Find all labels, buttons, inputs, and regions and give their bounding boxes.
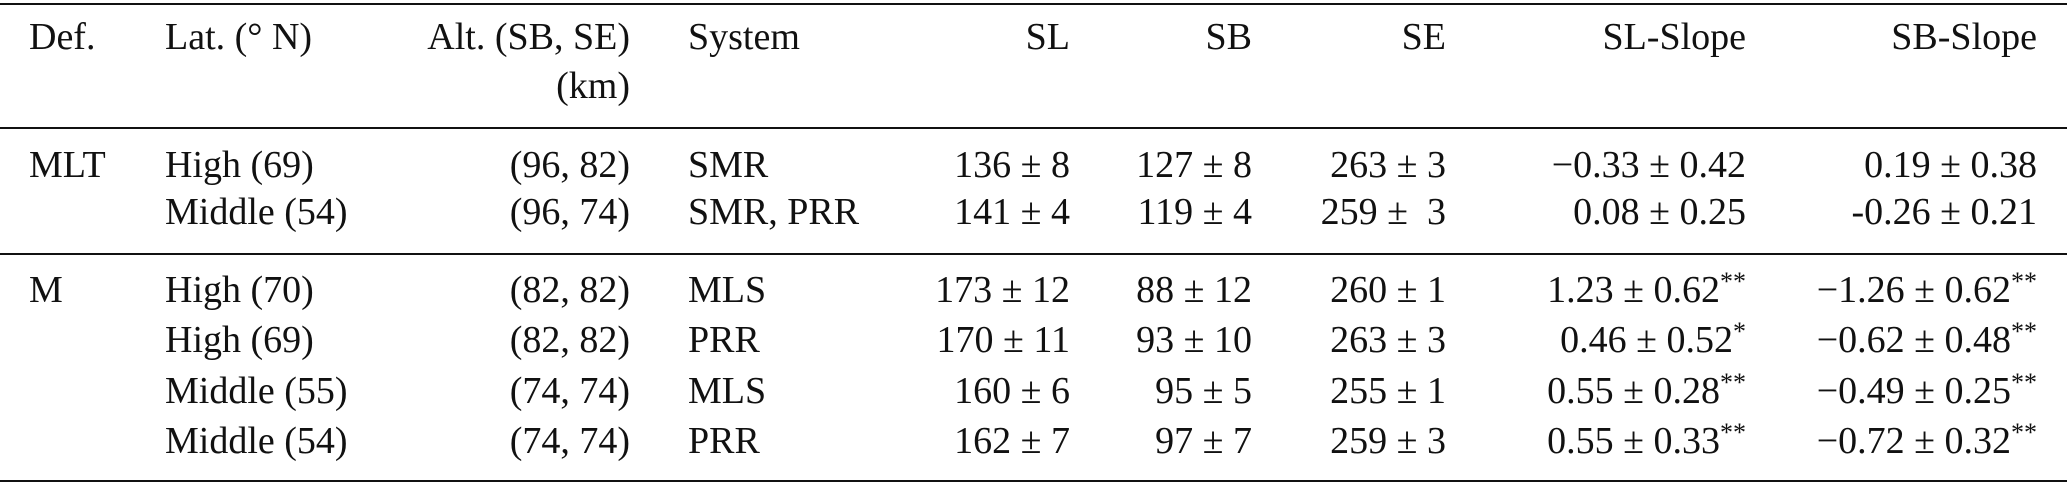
- group-label: MLT: [29, 144, 106, 186]
- cell: High (69): [165, 319, 314, 362]
- cell: (96, 82): [509, 144, 630, 186]
- cell: Middle (55): [165, 369, 348, 412]
- column-header: SL: [1025, 16, 1070, 58]
- group-rule: [0, 253, 2067, 255]
- bottom-rule: [0, 480, 2067, 482]
- cell: 259 ± 3: [1320, 191, 1446, 233]
- cell: −0.62 ± 0.48**: [1816, 319, 2037, 362]
- cell: PRR: [688, 419, 760, 462]
- significance: **: [2011, 367, 2037, 397]
- cell: 95 ± 5: [1155, 369, 1252, 412]
- cell-value: −0.72 ± 0.32: [1816, 419, 2011, 462]
- cell: −0.33 ± 0.42: [1551, 144, 1746, 186]
- cell-value: −0.49 ± 0.25: [1816, 369, 2011, 412]
- cell: 88 ± 12: [1136, 269, 1252, 311]
- cell: 141 ± 4: [954, 191, 1070, 233]
- significance: *: [1733, 317, 1746, 347]
- group-label: M: [29, 269, 63, 311]
- cell: 260 ± 1: [1330, 269, 1446, 311]
- column-header: Alt. (SB, SE): [427, 16, 630, 58]
- cell-value: −0.62 ± 0.48: [1816, 319, 2011, 362]
- cell: 1.23 ± 0.62**: [1547, 269, 1746, 311]
- cell: 255 ± 1: [1330, 369, 1446, 412]
- header-rule: [0, 127, 2067, 129]
- cell: 259 ± 3: [1330, 419, 1446, 462]
- significance: **: [1720, 367, 1746, 397]
- significance: **: [1720, 417, 1746, 447]
- cell: Middle (54): [165, 419, 348, 462]
- cell: (74, 74): [509, 419, 630, 462]
- cell-value: 0.55 ± 0.28: [1547, 369, 1720, 412]
- cell: −1.26 ± 0.62**: [1816, 269, 2037, 311]
- cell: 0.55 ± 0.28**: [1547, 369, 1746, 412]
- cell: MLS: [688, 269, 767, 311]
- column-header: SB: [1205, 16, 1252, 58]
- cell: 263 ± 3: [1330, 319, 1446, 362]
- cell: −0.72 ± 0.32**: [1816, 419, 2037, 462]
- column-header: Lat. (° N): [165, 16, 313, 58]
- cell: −0.49 ± 0.25**: [1816, 369, 2037, 412]
- cell: -0.26 ± 0.21: [1851, 191, 2037, 233]
- column-unit: (km): [556, 65, 630, 107]
- cell: High (69): [165, 144, 314, 186]
- significance: **: [2011, 267, 2037, 296]
- cell: 93 ± 10: [1136, 319, 1252, 362]
- cell: 263 ± 3: [1330, 144, 1446, 186]
- cell: 127 ± 8: [1136, 144, 1252, 186]
- cell: (74, 74): [509, 369, 630, 412]
- cell: SMR, PRR: [688, 191, 860, 233]
- cell: SMR: [688, 144, 769, 186]
- cell-value: 1.23 ± 0.62: [1547, 269, 1720, 311]
- cell: 162 ± 7: [954, 419, 1070, 462]
- cell: 97 ± 7: [1155, 419, 1252, 462]
- cell: MLS: [688, 369, 767, 412]
- cell: 160 ± 6: [954, 369, 1070, 412]
- cell-value: 0.46 ± 0.52: [1560, 319, 1733, 362]
- cell: (96, 74): [509, 191, 630, 233]
- cell: 136 ± 8: [954, 144, 1070, 186]
- cell-value: −1.26 ± 0.62: [1816, 269, 2011, 311]
- column-header: System: [688, 16, 800, 58]
- column-header: Def.: [29, 16, 96, 58]
- significance: **: [1720, 267, 1746, 296]
- significance: **: [2011, 317, 2037, 347]
- cell: 0.19 ± 0.38: [1864, 144, 2037, 186]
- cell-value: 0.55 ± 0.33: [1547, 419, 1720, 462]
- cell: 119 ± 4: [1137, 191, 1252, 233]
- cell: (82, 82): [509, 269, 630, 311]
- cell: High (70): [165, 269, 314, 311]
- cell: Middle (54): [165, 191, 348, 233]
- column-header: SE: [1401, 16, 1446, 58]
- cell: 0.08 ± 0.25: [1573, 191, 1746, 233]
- cell: 0.55 ± 0.33**: [1547, 419, 1746, 462]
- significance: **: [2011, 417, 2037, 447]
- column-header: SL-Slope: [1602, 16, 1746, 58]
- cell: (82, 82): [509, 319, 630, 362]
- column-header: SB-Slope: [1891, 16, 2037, 58]
- cell: 170 ± 11: [936, 319, 1070, 362]
- cell: PRR: [688, 319, 760, 362]
- top-rule: [0, 3, 2067, 5]
- cell: 173 ± 12: [935, 269, 1070, 311]
- cell: 0.46 ± 0.52*: [1560, 319, 1746, 362]
